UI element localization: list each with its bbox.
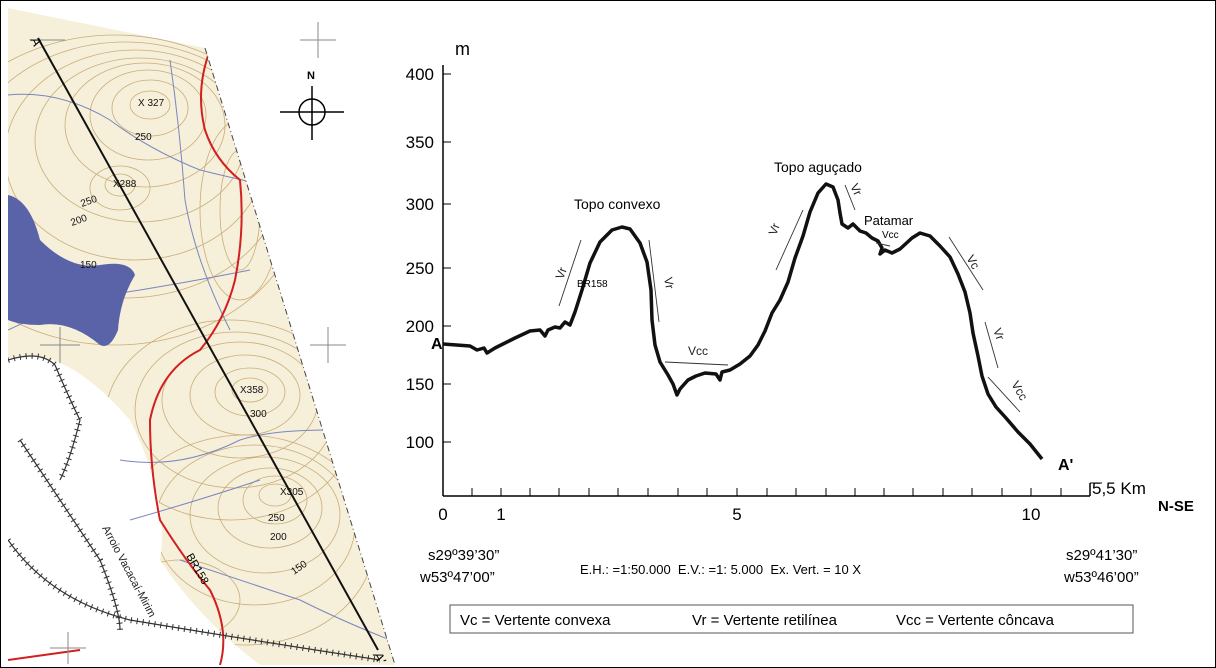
slope-label: Vr xyxy=(553,265,570,281)
x-axis-end-label: 5,5 Km xyxy=(1092,479,1146,498)
slope-label: Vr xyxy=(990,326,1007,342)
x-tick-label: 10 xyxy=(1022,505,1041,524)
contour-label: 200 xyxy=(270,532,287,543)
y-tick-label: 400 xyxy=(406,65,434,84)
slope-label: Vcc xyxy=(688,344,708,358)
road-br158 xyxy=(148,49,243,665)
x-tick-label: 0 xyxy=(438,505,447,524)
y-tick-label: 350 xyxy=(406,133,434,152)
br158-profile-label: BR158 xyxy=(577,279,608,290)
profile-end-label: A' xyxy=(1058,457,1073,474)
profile-curve xyxy=(442,182,1044,461)
coord-right-lon: w53º46’00” xyxy=(1063,569,1139,586)
coord-left-lat: s29º39’30” xyxy=(428,547,499,564)
x-tick-label: 5 xyxy=(732,505,741,524)
y-unit: m xyxy=(455,39,470,59)
spot-305: X305 xyxy=(280,487,304,498)
contour-label: 250 xyxy=(135,132,152,143)
spot-288: X288 xyxy=(113,179,137,190)
x-tick-label: 1 xyxy=(496,505,505,524)
vcc-top-label: Vcc xyxy=(882,230,899,241)
direction-label: N-SE xyxy=(1158,498,1194,515)
slope-label: Vc xyxy=(963,253,982,272)
north-arrow: N xyxy=(280,70,344,140)
contour-label: 300 xyxy=(250,409,267,420)
profile-section-line xyxy=(37,37,379,651)
y-tick-label: 300 xyxy=(406,195,434,214)
spot-358: X358 xyxy=(240,385,264,396)
lake xyxy=(8,195,135,346)
slope-indicators xyxy=(558,184,1021,413)
profile-start-label: A xyxy=(431,336,443,353)
y-tick-label: 250 xyxy=(406,259,434,278)
slope-label: Vr xyxy=(661,276,677,290)
patamar-label: Patamar xyxy=(864,213,914,228)
contour-label: 150 xyxy=(80,260,97,271)
slope-label: Vr xyxy=(847,181,865,197)
topographic-map: A A' N X 327 X288 X358 X305 250 250 200 … xyxy=(8,8,396,667)
contour-label: 250 xyxy=(268,513,285,524)
svg-text:N: N xyxy=(307,70,315,82)
slope-label: Vr xyxy=(766,221,783,237)
grid-crosses xyxy=(35,22,346,664)
coord-left-lon: w53º47’00” xyxy=(419,569,495,586)
topo-convexo-label: Topo convexo xyxy=(574,196,661,212)
topo-agucado-label: Topo aguçado xyxy=(774,159,862,175)
legend-vc: Vc = Vertente convexa xyxy=(460,612,611,629)
legend-vr: Vr = Vertente retilínea xyxy=(692,612,838,629)
elevation-profile: m 400 350 300 250 200 150 100 0 1 5 10 5,5 Km N-S… xyxy=(406,39,1194,634)
slope-label: Vcc xyxy=(1008,379,1030,403)
y-tick-label: 200 xyxy=(406,317,434,336)
y-tick-label: 150 xyxy=(406,375,434,394)
y-tick-label: 100 xyxy=(406,433,434,452)
legend-box xyxy=(449,604,1134,634)
railways xyxy=(8,353,381,663)
coord-right-lat: s29º41’30” xyxy=(1066,547,1137,564)
spot-327: X 327 xyxy=(138,98,165,109)
scale-info: E.H.: =1:50.000 E.V.: =1: 5.000 Ex. Vert… xyxy=(580,562,861,577)
legend-vcc: Vcc = Vertente côncava xyxy=(896,612,1055,629)
